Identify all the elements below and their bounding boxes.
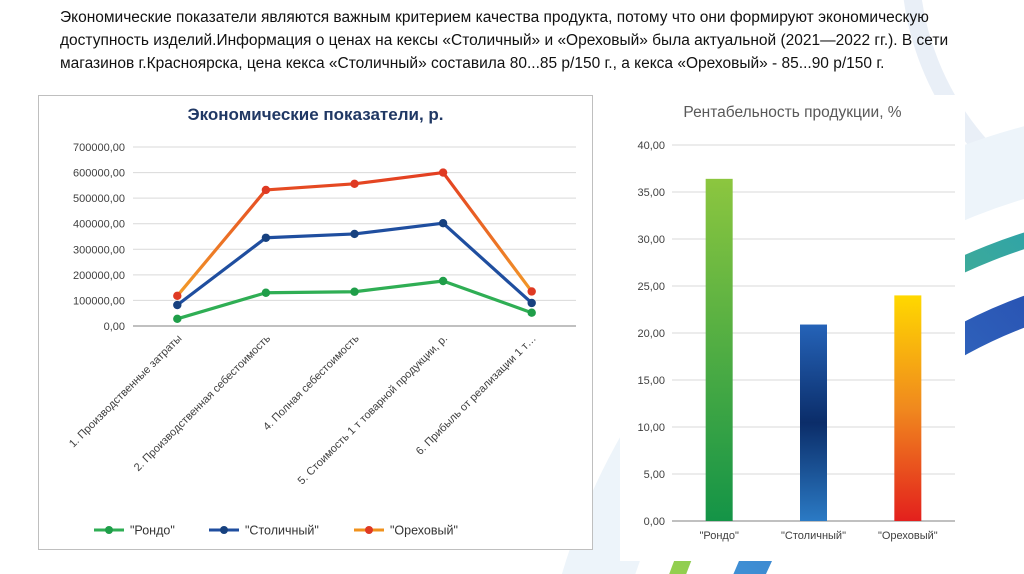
svg-text:4. Полная себестоимость: 4. Полная себестоимость (261, 332, 362, 433)
svg-text:300000,00: 300000,00 (73, 244, 125, 256)
line-chart-svg: 0,00 100000,00 200000,00 300000,00 400000,00… (67, 142, 576, 538)
svg-text:5,00: 5,00 (644, 469, 665, 481)
bar-chart-svg: 0,00 5,00 10,00 15,00 20,00 25,00 30,00 35,00 40… (637, 140, 955, 542)
svg-text:20,00: 20,00 (637, 328, 665, 340)
profitability-chart-panel: Рентабельность продукции, % 0,00 5,00 10,0… (620, 95, 965, 561)
svg-text:"Рондо": "Рондо" (699, 530, 738, 542)
svg-text:15,00: 15,00 (637, 375, 665, 387)
svg-text:25,00: 25,00 (637, 281, 665, 293)
svg-text:200000,00: 200000,00 (73, 270, 125, 282)
svg-text:10,00: 10,00 (637, 422, 665, 434)
svg-text:700000,00: 700000,00 (73, 142, 125, 154)
svg-text:40,00: 40,00 (637, 140, 665, 152)
svg-text:"Ореховый": "Ореховый" (390, 524, 458, 538)
svg-text:"Столичный": "Столичный" (245, 524, 319, 538)
line-chart-title: Экономические показатели, р. (187, 105, 444, 124)
svg-text:"Столичный": "Столичный" (781, 530, 846, 542)
svg-text:"Рондо": "Рондо" (130, 524, 175, 538)
svg-text:5. Стоимость 1 т товарной прод: 5. Стоимость 1 т товарной продукции, р. (296, 333, 451, 488)
svg-text:100000,00: 100000,00 (73, 295, 125, 307)
svg-text:0,00: 0,00 (104, 321, 125, 333)
svg-text:30,00: 30,00 (637, 234, 665, 246)
svg-text:500000,00: 500000,00 (73, 193, 125, 205)
svg-text:2. Производственная себестоимо: 2. Производственная себестоимость (132, 332, 273, 473)
svg-text:0,00: 0,00 (644, 516, 665, 528)
svg-text:400000,00: 400000,00 (73, 219, 125, 231)
svg-text:35,00: 35,00 (637, 187, 665, 199)
svg-text:600000,00: 600000,00 (73, 168, 125, 180)
economic-indicators-chart-panel: Экономические показатели, р. 0,00 100000,… (38, 95, 593, 550)
bar-chart-title: Рентабельность продукции, % (683, 104, 902, 121)
intro-text: Экономические показатели являются важным… (60, 9, 949, 72)
svg-text:"Ореховый": "Ореховый" (878, 530, 938, 542)
